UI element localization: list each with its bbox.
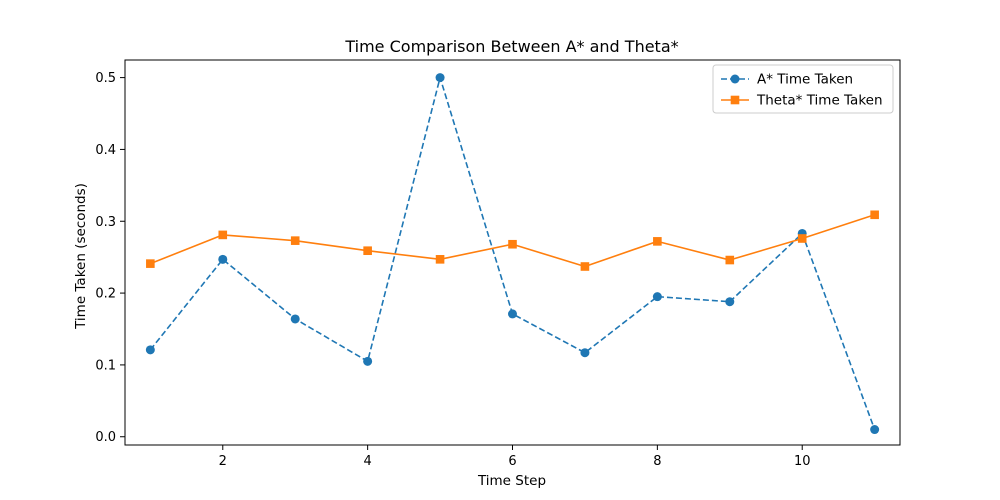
data-point-a-star [580, 348, 590, 358]
plot-area: 2 4 6 8 10 0.0 0.1 0.2 0.3 0.4 0.5 [95, 59, 901, 469]
data-point-theta-star [508, 239, 517, 249]
chart-title: Time Comparison Between A* and Theta* [344, 37, 678, 56]
data-point-theta-star [580, 262, 590, 271]
x-tick-label: 8 [653, 454, 661, 469]
data-point-theta-star [870, 210, 879, 220]
data-point-theta-star [146, 259, 155, 268]
legend: A* Time Taken Theta* Time Taken [712, 64, 894, 114]
y-tick-label: 0.2 [95, 287, 116, 302]
data-point-theta-star [290, 236, 300, 245]
x-tick-label: 10 [794, 454, 811, 469]
y-axis-title: Time Taken (seconds) [73, 183, 89, 330]
data-point-a-star [725, 297, 735, 307]
data-point-a-star [218, 254, 228, 264]
plot-frame [124, 59, 901, 446]
x-tick-label: 4 [363, 454, 371, 469]
data-point-a-star [435, 73, 445, 83]
data-point-theta-star [218, 230, 228, 240]
data-point-a-star [508, 309, 517, 319]
y-tick-label: 0.5 [95, 71, 116, 86]
legend-label-theta-star: Theta* Time Taken [756, 93, 883, 109]
legend-label-a-star: A* Time Taken [757, 72, 853, 88]
y-tick-label: 0.0 [95, 430, 116, 445]
legend-box [712, 64, 894, 114]
legend-marker-theta-star [730, 95, 740, 105]
data-point-theta-star [725, 255, 735, 265]
x-axis-title: Time Step [477, 473, 546, 489]
data-point-theta-star [653, 237, 662, 246]
x-tick-label: 6 [508, 454, 516, 469]
y-tick-label: 0.3 [95, 215, 116, 230]
x-tick-label: 2 [219, 454, 227, 469]
y-tick-label: 0.1 [95, 358, 116, 373]
series-line-a-star [149, 76, 876, 430]
data-point-a-star [363, 356, 373, 366]
data-point-theta-star [363, 246, 372, 256]
data-point-theta-star [435, 255, 445, 264]
legend-marker-a-star [730, 74, 740, 84]
data-point-a-star [290, 314, 300, 324]
data-point-a-star [652, 292, 662, 302]
data-point-a-star [870, 425, 880, 435]
data-point-theta-star [797, 234, 807, 243]
y-tick-label: 0.4 [95, 143, 116, 158]
data-point-a-star [145, 345, 155, 355]
